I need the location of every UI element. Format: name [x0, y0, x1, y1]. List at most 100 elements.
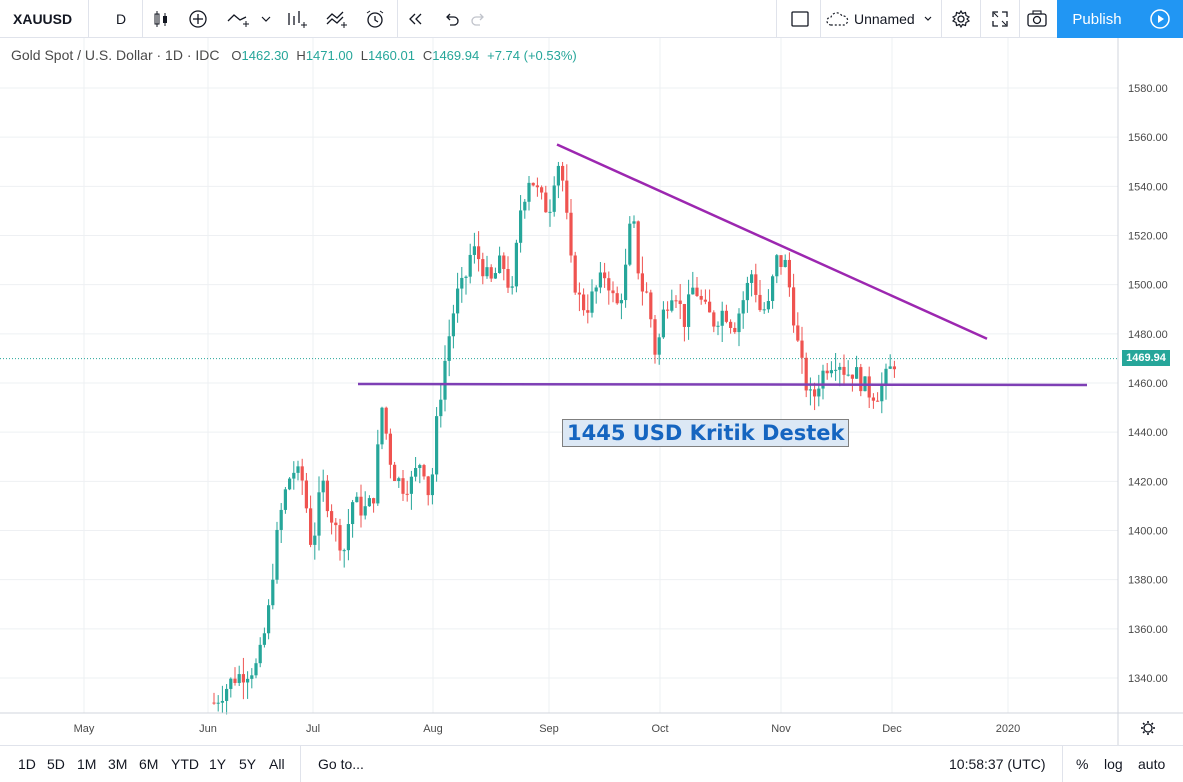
candle — [237, 665, 241, 686]
candle — [640, 256, 644, 306]
candle-body — [237, 674, 241, 683]
candle — [724, 304, 728, 324]
candle-body — [754, 274, 758, 295]
candle — [325, 475, 329, 518]
undo-icon[interactable] — [437, 0, 465, 38]
candle — [661, 301, 665, 339]
divider — [980, 0, 981, 38]
range-1y[interactable]: 1Y — [209, 756, 227, 772]
candle — [888, 354, 892, 370]
candle-body — [367, 498, 371, 507]
candle-body — [346, 524, 350, 551]
candle-body — [283, 489, 287, 510]
candle — [615, 286, 619, 305]
candle — [527, 175, 531, 211]
candle-body — [523, 201, 527, 211]
publish-button[interactable]: Publish — [1057, 0, 1137, 38]
candle-body — [397, 478, 401, 482]
candle — [569, 198, 573, 263]
support-annotation[interactable]: 1445 USD Kritik Destek — [562, 419, 850, 447]
candle — [422, 463, 426, 480]
candle-body — [506, 269, 510, 288]
candle — [695, 277, 699, 298]
candle — [548, 199, 552, 227]
candle — [787, 252, 791, 297]
symbol-search[interactable]: XAUUSD — [13, 11, 73, 27]
candle-body — [615, 293, 619, 304]
candle — [430, 467, 434, 505]
candle-body — [414, 468, 418, 477]
price-tick-label: 1400.00 — [1128, 526, 1168, 538]
candle — [758, 280, 762, 312]
goto-button[interactable]: Go to... — [318, 756, 364, 772]
price-tick-label: 1360.00 — [1128, 624, 1168, 636]
candle-body — [502, 255, 506, 270]
candle — [582, 288, 586, 316]
price-chart[interactable]: 1580.00 1560.00 1540.00 1520.00 1500.00 1480.… — [0, 38, 1183, 745]
candle-body — [460, 277, 464, 289]
line-tool-icon[interactable] — [222, 0, 274, 38]
candle — [674, 295, 678, 308]
rectangle-icon[interactable] — [784, 0, 816, 38]
range-1m[interactable]: 1M — [77, 756, 97, 772]
candle-body — [741, 300, 745, 314]
candle-body — [876, 400, 880, 402]
play-icon[interactable] — [1137, 0, 1183, 38]
layout-selector[interactable]: Unnamed — [824, 0, 940, 38]
clock[interactable]: 10:58:37 (UTC) — [949, 756, 1046, 772]
interval-button[interactable]: D — [115, 11, 127, 27]
candle — [750, 270, 754, 297]
fullscreen-icon[interactable] — [984, 0, 1016, 38]
candle-body — [485, 267, 489, 277]
gear-icon[interactable] — [945, 0, 977, 38]
candle — [275, 521, 279, 584]
redo-icon[interactable] — [465, 0, 493, 38]
candle-body — [762, 309, 766, 311]
candle — [401, 469, 405, 501]
alert-icon[interactable] — [360, 0, 390, 38]
candle-body — [372, 498, 376, 504]
candle — [590, 279, 594, 318]
candle — [594, 285, 598, 304]
indicators-icon[interactable] — [280, 0, 314, 38]
range-1d[interactable]: 1D — [18, 756, 36, 772]
candle-body — [313, 535, 317, 545]
range-ytd[interactable]: YTD — [171, 756, 199, 772]
time-tick-label: May — [74, 723, 95, 735]
candle-body — [493, 273, 497, 279]
candle — [229, 677, 233, 698]
candle — [300, 458, 304, 495]
replay-icon[interactable] — [401, 0, 429, 38]
range-all[interactable]: All — [269, 756, 285, 772]
candle-body — [514, 242, 518, 287]
candle-body — [451, 313, 455, 337]
price-tick-label: 1420.00 — [1128, 476, 1168, 488]
candle — [783, 254, 787, 268]
compare-icon[interactable] — [320, 0, 354, 38]
candle — [296, 460, 300, 481]
range-3m[interactable]: 3M — [108, 756, 128, 772]
candle — [838, 362, 842, 387]
candle — [498, 246, 502, 274]
top-toolbar: XAUUSD D Unnamed — [0, 0, 1183, 38]
candle — [493, 267, 497, 279]
range-5d[interactable]: 5D — [47, 756, 65, 772]
range-5y[interactable]: 5Y — [239, 756, 257, 772]
camera-icon[interactable] — [1021, 0, 1053, 38]
candle-body — [661, 309, 665, 338]
candle-body — [687, 294, 691, 327]
candle-body — [733, 327, 737, 333]
candle — [687, 279, 691, 340]
auto-toggle[interactable]: auto — [1138, 756, 1166, 772]
low-label: L — [360, 48, 368, 63]
log-toggle[interactable]: log — [1104, 756, 1123, 772]
candles-icon[interactable] — [146, 0, 176, 38]
candle-body — [552, 185, 556, 212]
candle-body — [296, 466, 300, 473]
add-indicator-icon[interactable] — [183, 0, 213, 38]
range-6m[interactable]: 6M — [139, 756, 159, 772]
candle-body — [309, 508, 313, 545]
candle-body — [632, 221, 636, 224]
candle — [703, 289, 707, 305]
percent-toggle[interactable]: % — [1076, 756, 1089, 772]
